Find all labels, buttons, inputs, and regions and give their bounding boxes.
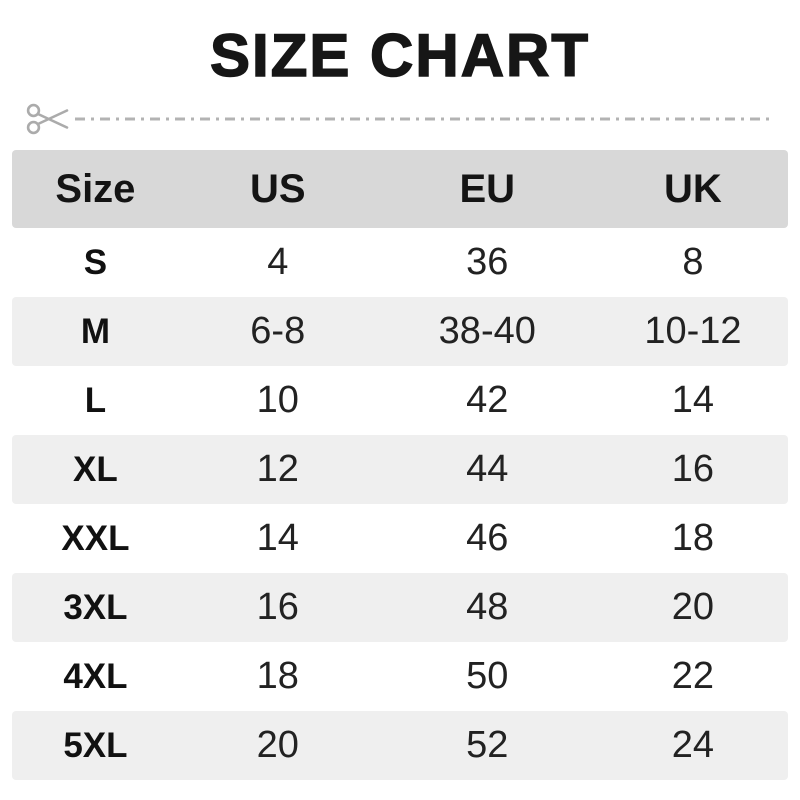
uk-value: 24: [671, 724, 715, 766]
table-row: 4XL 18 50 22: [12, 642, 788, 711]
size-label: 3XL: [63, 587, 128, 627]
size-label: XXL: [61, 518, 130, 558]
uk-value: 14: [671, 379, 715, 421]
us-value: 12: [256, 448, 299, 490]
us-value: 4: [267, 241, 289, 283]
us-value: 14: [256, 517, 299, 559]
column-header-size: Size: [55, 166, 136, 211]
us-value: 18: [256, 655, 299, 697]
size-label: M: [80, 311, 110, 351]
uk-value: 16: [671, 448, 715, 490]
eu-value: 38-40: [438, 310, 536, 352]
column-header-eu: EU: [459, 166, 516, 211]
scissors-icon: [26, 103, 69, 135]
eu-value: 42: [466, 379, 509, 421]
page-title: SIZE CHART: [209, 21, 590, 90]
column-header-uk: UK: [664, 166, 722, 211]
table-row: 5XL 20 52 24: [12, 711, 788, 780]
eu-value: 50: [466, 655, 509, 697]
uk-value: 10-12: [644, 310, 742, 352]
us-value: 20: [256, 724, 299, 766]
size-label: 4XL: [63, 656, 128, 696]
us-value: 16: [256, 586, 299, 628]
column-header-us: US: [249, 166, 306, 211]
size-label: XL: [73, 449, 118, 489]
table-row: XXL 14 46 18: [12, 504, 788, 573]
eu-value: 36: [466, 241, 509, 283]
eu-value: 48: [466, 586, 509, 628]
size-conversion-table: Size US EU UK S 4 36 8 M 6-8 38-40 10-12…: [12, 150, 788, 780]
table-row: M 6-8 38-40 10-12: [12, 297, 788, 366]
eu-value: 44: [466, 448, 509, 490]
size-label: L: [84, 380, 107, 420]
us-value: 10: [256, 379, 299, 421]
table-row: S 4 36 8: [12, 228, 788, 297]
uk-value: 22: [671, 655, 715, 697]
table-row: 3XL 16 48 20: [12, 573, 788, 642]
size-label: 5XL: [63, 725, 128, 765]
dashed-cut-line: [75, 117, 775, 121]
cut-here-line: [25, 100, 775, 138]
us-value: 6-8: [250, 310, 306, 352]
table-header-row: Size US EU UK: [12, 150, 788, 228]
eu-value: 46: [466, 517, 509, 559]
table-row: L 10 42 14: [12, 366, 788, 435]
table-row: XL 12 44 16: [12, 435, 788, 504]
uk-value: 8: [682, 241, 704, 283]
uk-value: 20: [671, 586, 715, 628]
size-label: S: [83, 242, 108, 282]
eu-value: 52: [466, 724, 509, 766]
uk-value: 18: [671, 517, 715, 559]
